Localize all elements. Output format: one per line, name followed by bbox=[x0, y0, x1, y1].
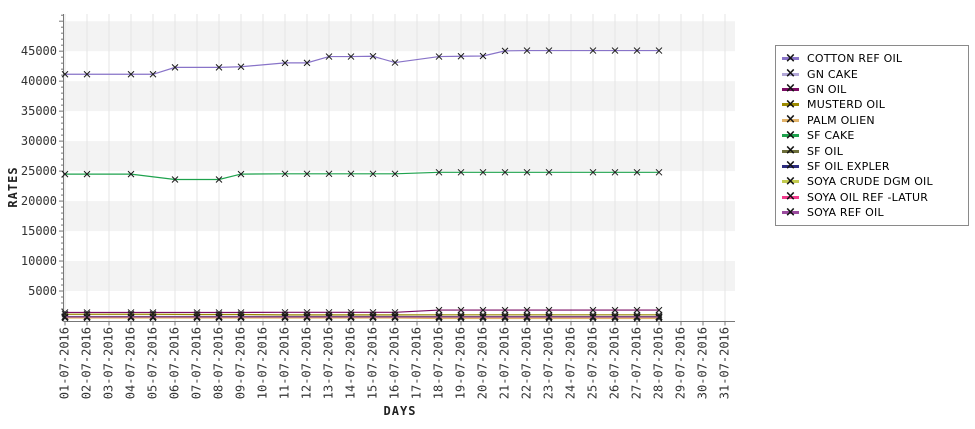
svg-text:24-07-2016: 24-07-2016 bbox=[564, 327, 578, 399]
legend-label: SF CAKE bbox=[807, 129, 855, 143]
legend-label: SOYA CRUDE DGM OIL bbox=[807, 175, 933, 189]
legend-x-marker-icon bbox=[782, 195, 799, 199]
svg-text:45000: 45000 bbox=[21, 44, 57, 58]
legend-label: SOYA OIL REF -LATUR bbox=[807, 190, 929, 204]
svg-text:26-07-2016: 26-07-2016 bbox=[608, 327, 622, 399]
legend-x-marker-icon bbox=[782, 103, 799, 107]
legend-x-marker-icon bbox=[782, 164, 799, 168]
legend-x-marker-icon bbox=[782, 211, 799, 215]
chart-legend: COTTON REF OILGN CAKEGN OIL MUSTERD OILPA… bbox=[775, 45, 969, 227]
svg-text:30-07-2016: 30-07-2016 bbox=[696, 327, 710, 399]
x-axis-title: DAYS bbox=[383, 404, 417, 418]
svg-text:05-07-2016: 05-07-2016 bbox=[146, 327, 160, 399]
legend-item-gn-cake: GN CAKE bbox=[782, 66, 962, 81]
legend-label: GN OIL bbox=[807, 82, 847, 96]
legend-label: COTTON REF OIL bbox=[807, 52, 903, 66]
legend-x-marker-icon bbox=[782, 180, 799, 184]
legend-label: SOYA REF OIL bbox=[807, 206, 884, 220]
legend-x-marker-icon bbox=[782, 87, 799, 91]
svg-text:07-07-2016: 07-07-2016 bbox=[190, 327, 204, 399]
svg-text:15000: 15000 bbox=[21, 224, 57, 238]
svg-text:04-07-2016: 04-07-2016 bbox=[124, 327, 138, 399]
svg-text:10000: 10000 bbox=[21, 254, 57, 268]
legend-item-soya-ref-oil: SOYA REF OIL bbox=[782, 205, 962, 220]
svg-text:25-07-2016: 25-07-2016 bbox=[586, 327, 600, 399]
legend-item-cotton-ref-oil: COTTON REF OIL bbox=[782, 51, 962, 66]
svg-text:14-07-2016: 14-07-2016 bbox=[344, 327, 358, 399]
svg-text:29-07-2016: 29-07-2016 bbox=[674, 327, 688, 399]
legend-item-sf-cake: SF CAKE bbox=[782, 128, 962, 143]
legend-label: MUSTERD OIL bbox=[807, 98, 886, 112]
svg-text:13-07-2016: 13-07-2016 bbox=[322, 327, 336, 399]
svg-text:09-07-2016: 09-07-2016 bbox=[234, 327, 248, 399]
legend-x-marker-icon bbox=[782, 134, 799, 138]
svg-text:01-07-2016: 01-07-2016 bbox=[58, 327, 72, 399]
legend-label: SF OIL bbox=[807, 144, 844, 158]
svg-text:12-07-2016: 12-07-2016 bbox=[300, 327, 314, 399]
legend-item-soya-oil-ref-latur: SOYA OIL REF -LATUR bbox=[782, 190, 962, 205]
legend-item-soya-crude-dgm-oil: SOYA CRUDE DGM OIL bbox=[782, 174, 962, 189]
svg-text:11-07-2016: 11-07-2016 bbox=[278, 327, 292, 399]
svg-text:20-07-2016: 20-07-2016 bbox=[476, 327, 490, 399]
legend-label: PALM OLIEN bbox=[807, 113, 875, 127]
svg-text:25000: 25000 bbox=[21, 164, 57, 178]
svg-text:03-07-2016: 03-07-2016 bbox=[102, 327, 116, 399]
legend-item-palm-olien: PALM OLIEN bbox=[782, 113, 962, 128]
svg-text:08-07-2016: 08-07-2016 bbox=[212, 327, 226, 399]
svg-text:23-07-2016: 23-07-2016 bbox=[542, 327, 556, 399]
legend-x-marker-icon bbox=[782, 149, 799, 153]
svg-text:35000: 35000 bbox=[21, 104, 57, 118]
svg-text:16-07-2016: 16-07-2016 bbox=[388, 327, 402, 399]
svg-text:28-07-2016: 28-07-2016 bbox=[652, 327, 666, 399]
svg-text:31-07-2016: 31-07-2016 bbox=[718, 327, 732, 399]
svg-text:40000: 40000 bbox=[21, 74, 57, 88]
legend-label: GN CAKE bbox=[807, 67, 859, 81]
legend-label: SF OIL EXPLER bbox=[807, 159, 890, 173]
legend-item-gn-oil: GN OIL bbox=[782, 82, 962, 97]
svg-text:17-07-2016: 17-07-2016 bbox=[410, 327, 424, 399]
svg-text:20000: 20000 bbox=[21, 194, 57, 208]
svg-text:30000: 30000 bbox=[21, 134, 57, 148]
svg-text:19-07-2016: 19-07-2016 bbox=[454, 327, 468, 399]
legend-x-marker-icon bbox=[782, 57, 799, 61]
y-axis-title: RATES bbox=[6, 166, 20, 208]
legend-x-marker-icon bbox=[782, 118, 799, 122]
svg-text:27-07-2016: 27-07-2016 bbox=[630, 327, 644, 399]
svg-text:15-07-2016: 15-07-2016 bbox=[366, 327, 380, 399]
svg-text:5000: 5000 bbox=[28, 284, 57, 298]
svg-text:22-07-2016: 22-07-2016 bbox=[520, 327, 534, 399]
svg-text:02-07-2016: 02-07-2016 bbox=[80, 327, 94, 399]
svg-text:10-07-2016: 10-07-2016 bbox=[256, 327, 270, 399]
legend-item-sf-oil: SF OIL bbox=[782, 143, 962, 158]
svg-text:06-07-2016: 06-07-2016 bbox=[168, 327, 182, 399]
svg-text:21-07-2016: 21-07-2016 bbox=[498, 327, 512, 399]
legend-item-sf-oil-expler: SF OIL EXPLER bbox=[782, 159, 962, 174]
legend-item-musterd-oil: MUSTERD OIL bbox=[782, 97, 962, 112]
svg-text:18-07-2016: 18-07-2016 bbox=[432, 327, 446, 399]
legend-x-marker-icon bbox=[782, 72, 799, 76]
